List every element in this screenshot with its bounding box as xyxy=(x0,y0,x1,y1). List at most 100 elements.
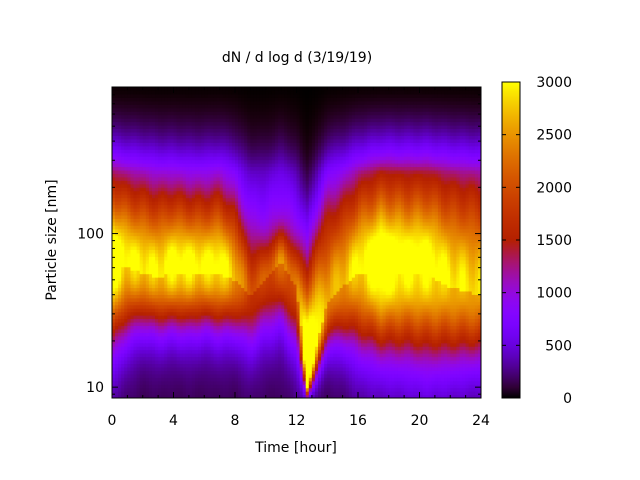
heatmap-cell xyxy=(158,111,162,116)
heatmap-cell xyxy=(139,283,144,289)
heatmap-cell xyxy=(225,349,230,354)
heatmap-cell xyxy=(142,359,147,365)
heatmap-cell xyxy=(179,311,184,316)
heatmap-cell xyxy=(222,353,227,358)
heatmap-cell xyxy=(145,207,150,212)
heatmap-cell xyxy=(124,263,128,268)
heatmap-cell xyxy=(155,245,159,251)
heatmap-cell xyxy=(204,377,208,382)
heatmap-cell xyxy=(216,373,221,378)
heatmap-cell xyxy=(151,384,156,389)
heatmap-cell xyxy=(161,242,165,247)
heatmap-cell xyxy=(133,173,138,178)
heatmap-cell xyxy=(121,125,125,130)
heatmap-cell xyxy=(148,232,153,237)
heatmap-cell xyxy=(164,290,168,295)
heatmap-cell xyxy=(139,370,144,375)
heatmap-cell xyxy=(182,225,187,230)
heatmap-cell xyxy=(133,339,138,344)
heatmap-cell xyxy=(136,104,141,109)
heatmap-cell xyxy=(127,394,132,398)
heatmap-cell xyxy=(133,245,138,251)
heatmap-cell xyxy=(161,325,165,330)
heatmap-cell xyxy=(179,87,184,92)
heatmap-cell xyxy=(198,201,202,206)
heatmap-cell xyxy=(124,93,128,98)
heatmap-cell xyxy=(185,356,190,361)
heatmap-cell xyxy=(118,366,122,371)
heatmap-cell xyxy=(161,373,165,378)
heatmap-cell xyxy=(225,263,230,268)
heatmap-cell xyxy=(173,370,178,375)
heatmap-cell xyxy=(158,245,162,251)
heatmap-cell xyxy=(112,353,116,358)
heatmap-cell xyxy=(121,325,125,330)
heatmap-cell xyxy=(115,118,119,123)
heatmap-cell xyxy=(179,125,184,130)
heatmap-cell xyxy=(148,159,153,164)
heatmap-cell xyxy=(219,252,224,257)
heatmap-cell xyxy=(185,207,190,212)
heatmap-cell xyxy=(170,301,175,306)
heatmap-cell xyxy=(145,349,150,354)
heatmap-cell xyxy=(179,339,184,344)
heatmap-cell xyxy=(167,321,172,327)
heatmap-cell xyxy=(121,201,125,206)
heatmap-cell xyxy=(155,384,159,389)
heatmap-cell xyxy=(173,359,178,365)
heatmap-cell xyxy=(198,342,202,347)
heatmap-cell xyxy=(151,356,156,361)
heatmap-cell xyxy=(145,107,150,112)
heatmap-cell xyxy=(170,232,175,237)
heatmap-cell xyxy=(145,232,150,237)
heatmap-cell xyxy=(124,256,128,261)
heatmap-cell xyxy=(145,297,150,302)
heatmap-cell xyxy=(112,211,116,216)
heatmap-cell xyxy=(198,166,202,171)
heatmap-cell xyxy=(148,197,153,202)
heatmap-cell xyxy=(155,93,159,98)
heatmap-cell xyxy=(225,201,230,206)
heatmap-cell xyxy=(124,145,128,150)
heatmap-cell xyxy=(207,207,211,212)
heatmap-cell xyxy=(158,297,162,302)
heatmap-cell xyxy=(130,311,135,316)
heatmap-cell xyxy=(148,107,153,112)
heatmap-cell xyxy=(164,190,168,195)
heatmap-cell xyxy=(161,297,165,302)
heatmap-cell xyxy=(222,121,227,126)
heatmap-cell xyxy=(158,239,162,244)
heatmap-cell xyxy=(118,242,122,247)
heatmap-cell xyxy=(219,114,224,119)
heatmap-cell xyxy=(225,173,230,178)
heatmap-cell xyxy=(167,266,172,271)
heatmap-cell xyxy=(127,356,132,361)
heatmap-cell xyxy=(142,252,147,257)
heatmap-cell xyxy=(210,280,215,285)
heatmap-cell xyxy=(118,321,122,327)
heatmap-cell xyxy=(121,111,125,116)
heatmap-cell xyxy=(188,197,193,202)
heatmap-cell xyxy=(210,370,215,375)
heatmap-cell xyxy=(155,104,159,109)
heatmap-cell xyxy=(164,214,168,219)
heatmap-cell xyxy=(210,259,215,264)
heatmap-cell xyxy=(210,211,215,216)
heatmap-cell xyxy=(155,259,159,264)
heatmap-cell xyxy=(198,138,202,143)
heatmap-cell xyxy=(210,263,215,268)
heatmap-cell xyxy=(198,176,202,181)
heatmap-cell xyxy=(127,266,132,271)
heatmap-cell xyxy=(179,349,184,354)
heatmap-cell xyxy=(133,138,138,143)
heatmap-cell xyxy=(222,128,227,133)
heatmap-cell xyxy=(185,152,190,157)
heatmap-cell xyxy=(195,263,199,268)
heatmap-cell xyxy=(158,218,162,223)
heatmap-cell xyxy=(222,183,227,188)
heatmap-cell xyxy=(210,380,215,385)
heatmap-cell xyxy=(179,290,184,295)
heatmap-cell xyxy=(185,301,190,306)
heatmap-cell xyxy=(121,245,125,251)
heatmap-cell xyxy=(185,131,190,136)
